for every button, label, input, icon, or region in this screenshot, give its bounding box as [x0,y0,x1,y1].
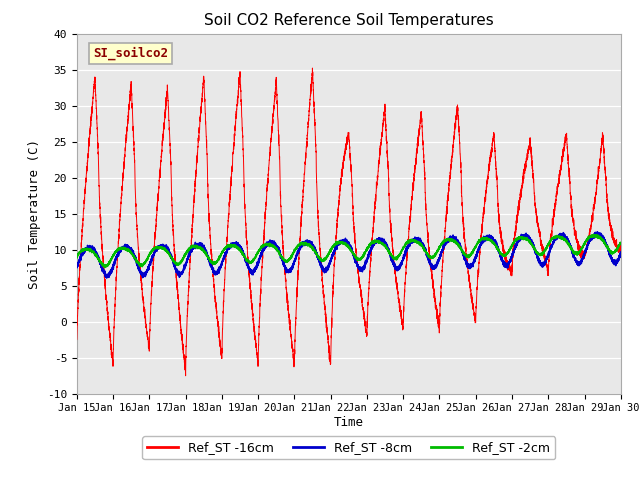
Text: SI_soilco2: SI_soilco2 [93,47,168,60]
Legend: Ref_ST -16cm, Ref_ST -8cm, Ref_ST -2cm: Ref_ST -16cm, Ref_ST -8cm, Ref_ST -2cm [142,436,556,459]
Y-axis label: Soil Temperature (C): Soil Temperature (C) [28,139,41,288]
Title: Soil CO2 Reference Soil Temperatures: Soil CO2 Reference Soil Temperatures [204,13,493,28]
X-axis label: Time: Time [334,416,364,429]
